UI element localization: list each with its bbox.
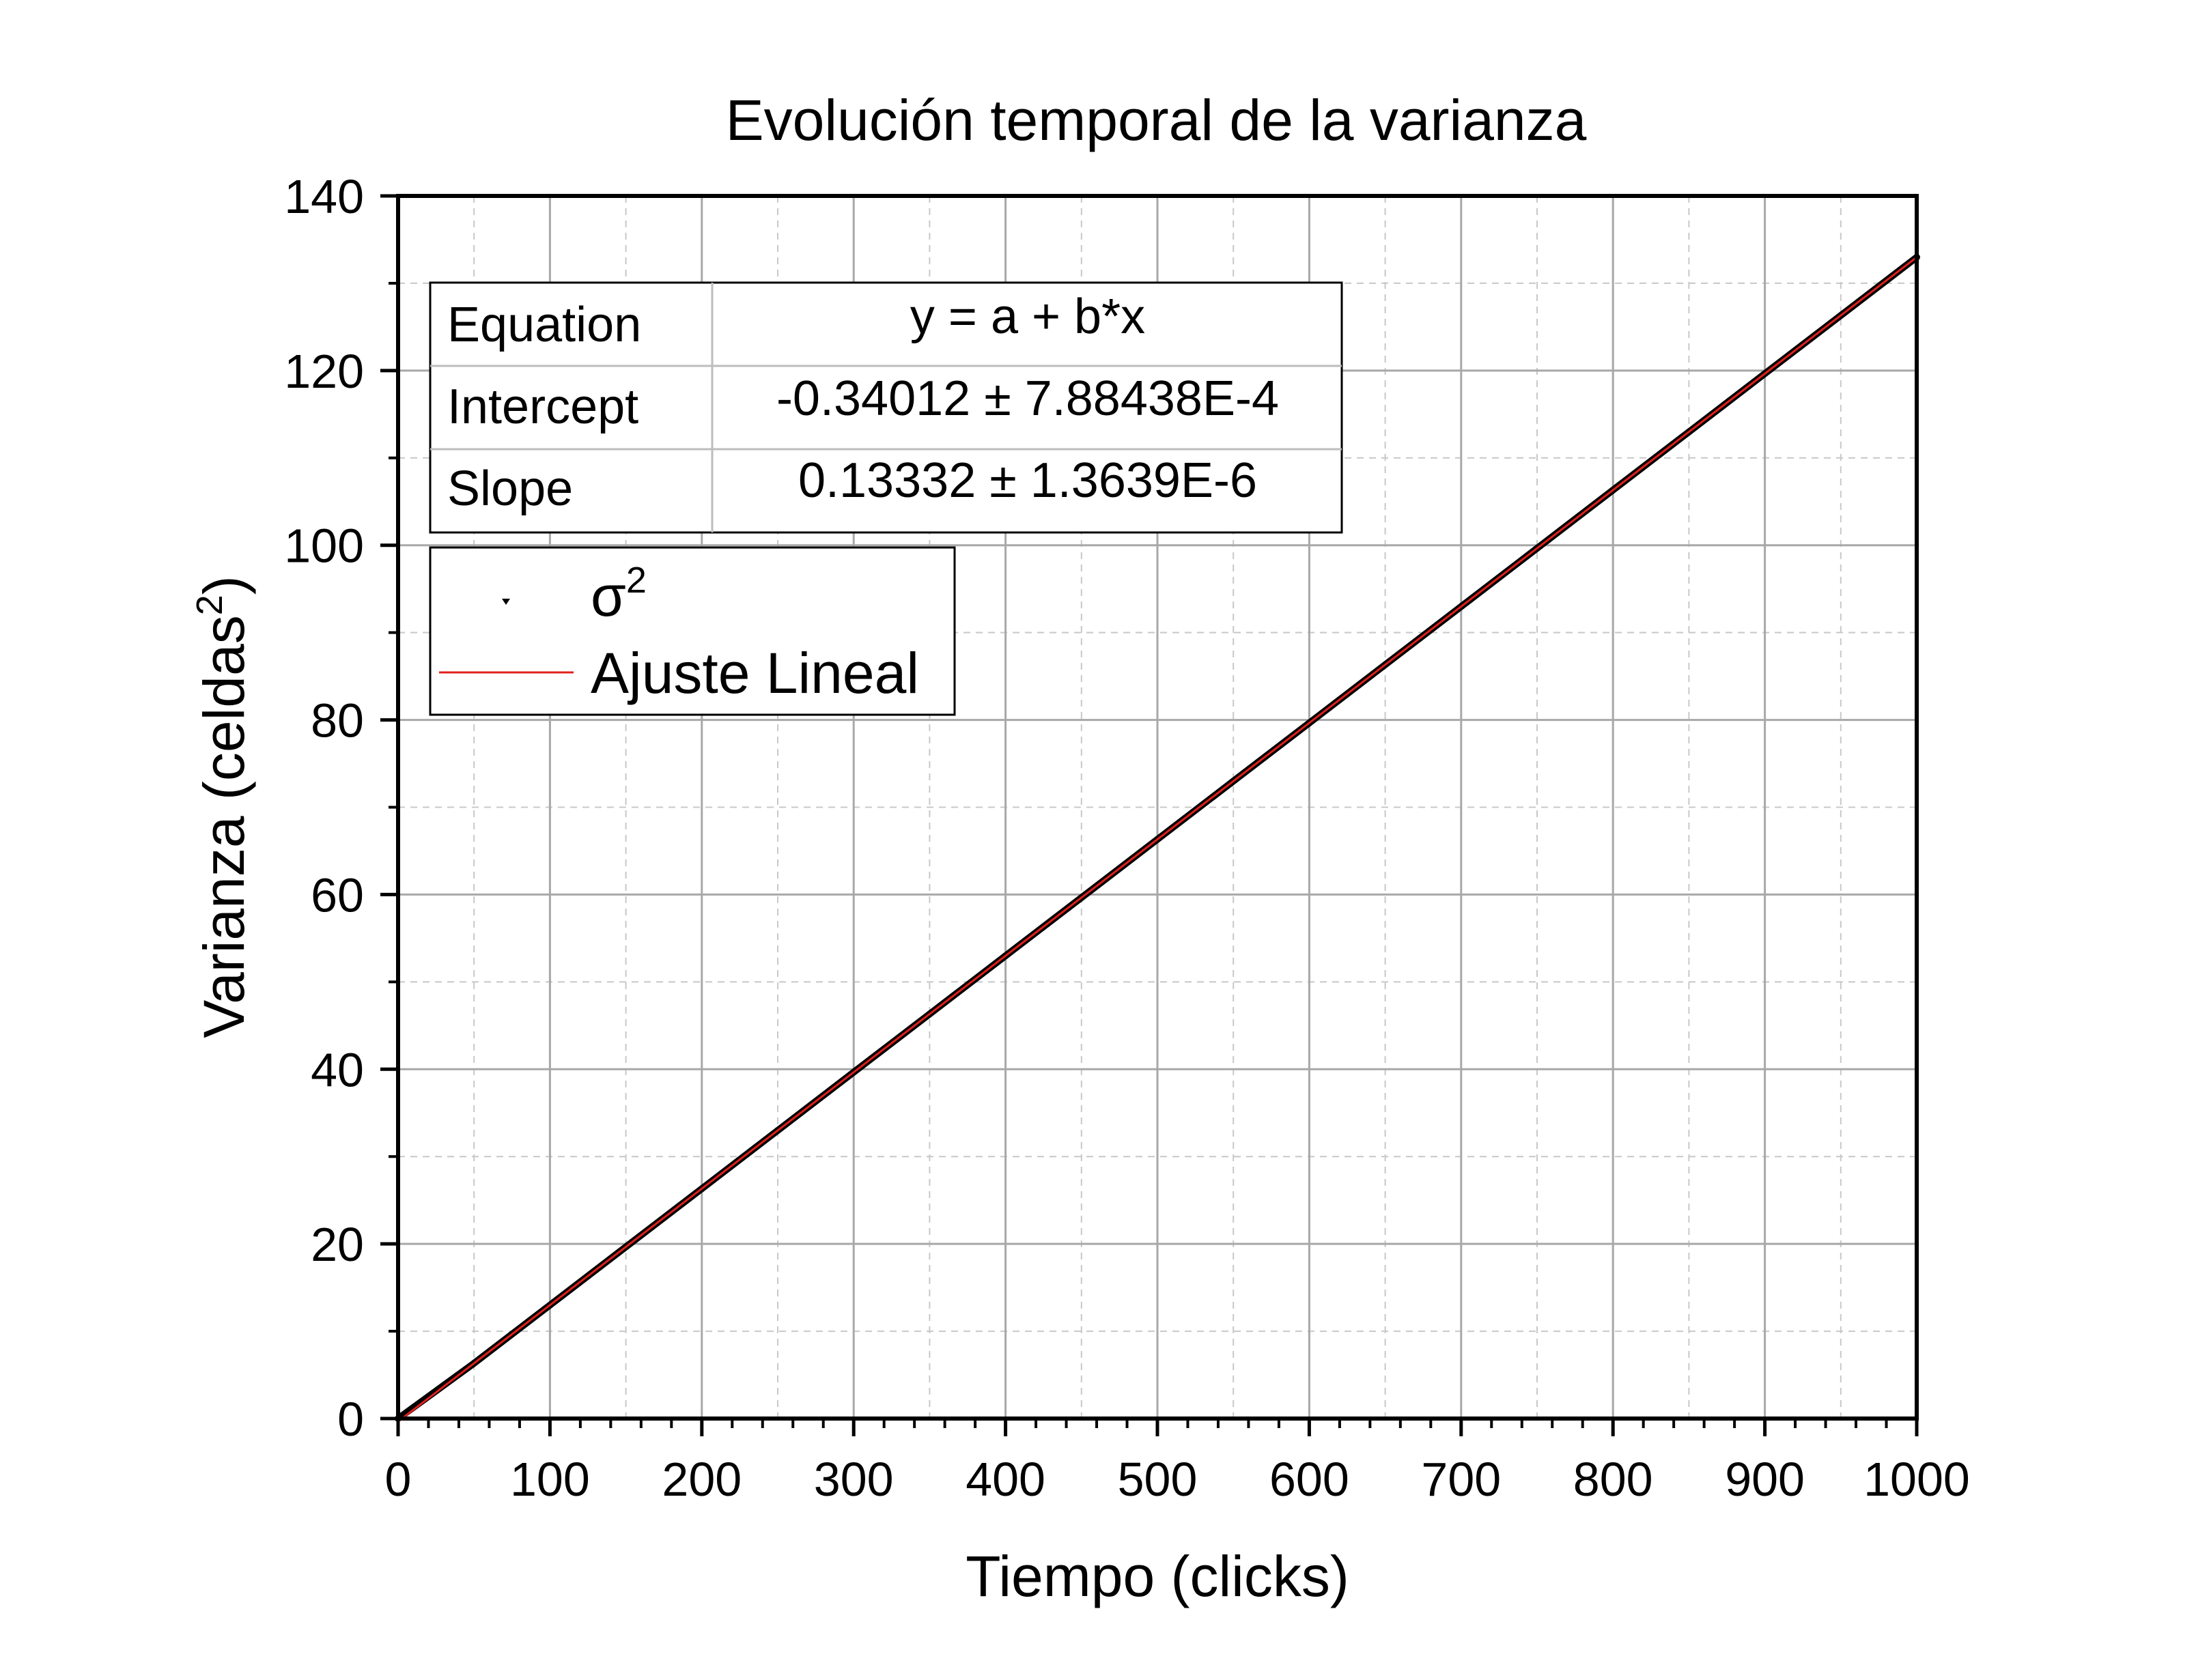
x-tick-label: 1000 — [1863, 1453, 1970, 1506]
fit-table-label-intercept: Intercept — [447, 380, 638, 434]
fit-table-value-equation: y = a + b*x — [910, 289, 1145, 344]
x-axis-ticks: 0 100 200 300 400 500 600 700 800 900 1000 — [385, 1419, 1970, 1506]
y-tick-label: 0 — [337, 1393, 364, 1446]
fit-table-frame — [429, 281, 1343, 534]
legend-frame — [429, 546, 956, 716]
legend-label-fit: Ajuste Lineal — [591, 641, 919, 705]
x-tick-label: 700 — [1421, 1453, 1501, 1506]
x-tick-label: 900 — [1725, 1453, 1805, 1506]
fit-table-label-equation: Equation — [447, 298, 641, 352]
legend-label-sigma-superscript: 2 — [626, 560, 647, 601]
legend-marker-scatter — [502, 599, 510, 605]
y-tick-label: 40 — [311, 1043, 364, 1096]
x-tick-label: 400 — [966, 1453, 1045, 1506]
x-tick-label: 600 — [1269, 1453, 1349, 1506]
x-tick-label: 200 — [662, 1453, 742, 1506]
fit-line — [397, 256, 1917, 1423]
series-layer — [395, 253, 1920, 1423]
y-tick-label: 140 — [284, 170, 364, 223]
y-tick-label: 120 — [284, 345, 364, 398]
x-tick-label: 100 — [510, 1453, 590, 1506]
legend: σ2 Ajuste Lineal — [429, 546, 956, 716]
fit-results-table: Equation y = a + b*x Intercept -0.34012 … — [429, 281, 1343, 534]
chart-title: Evolución temporal de la varianza — [726, 88, 1587, 152]
x-tick-label: 300 — [814, 1453, 894, 1506]
y-axis-label: Varianza (celdas2) — [189, 575, 256, 1038]
x-tick-label: 0 — [385, 1453, 412, 1506]
fit-table-label-slope: Slope — [447, 461, 573, 516]
y-tick-label: 20 — [311, 1218, 364, 1271]
y-axis-label-main: Varianza (celdas — [192, 615, 256, 1038]
legend-label-sigma: σ2 — [591, 560, 647, 628]
y-axis-label-superscript: 2 — [189, 595, 230, 615]
y-tick-label: 100 — [284, 519, 364, 573]
fit-table-value-intercept: -0.34012 ± 7.88438E-4 — [776, 371, 1279, 426]
x-tick-label: 500 — [1118, 1453, 1198, 1506]
x-axis-label: Tiempo (clicks) — [966, 1544, 1349, 1608]
y-tick-label: 60 — [311, 868, 364, 922]
legend-label-sigma-main: σ — [591, 564, 626, 628]
y-axis-label-close: ) — [192, 575, 256, 595]
fit-table-value-slope: 0.13332 ± 1.3639E-6 — [798, 453, 1257, 508]
x-tick-label: 800 — [1573, 1453, 1653, 1506]
y-tick-label: 80 — [311, 694, 364, 748]
y-axis-ticks: 0 20 40 60 80 100 120 140 — [284, 170, 398, 1446]
